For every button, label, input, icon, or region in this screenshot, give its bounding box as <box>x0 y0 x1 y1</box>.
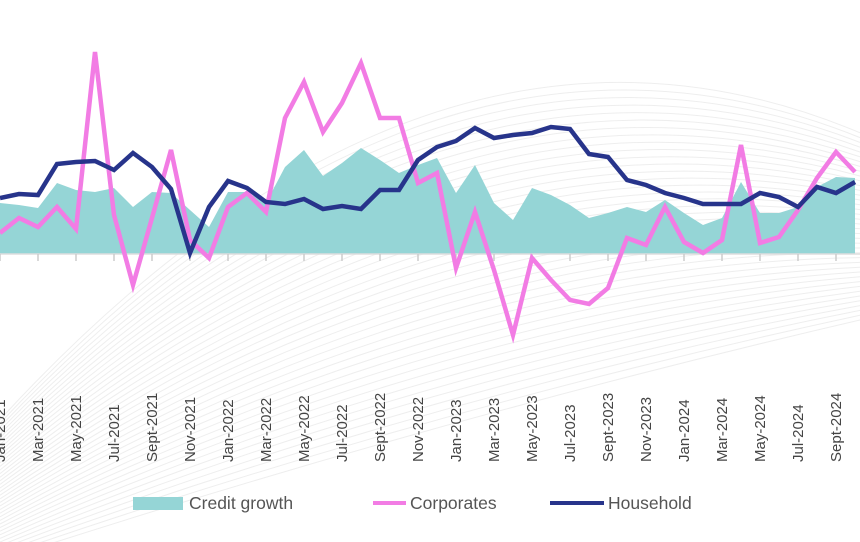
background-curve <box>17 305 860 542</box>
background-curve <box>0 257 860 514</box>
background-curve <box>0 261 860 518</box>
background-curve <box>40 314 860 542</box>
legend-item-corporates: Corporates <box>373 490 497 516</box>
legend-label: Credit growth <box>189 492 294 513</box>
background-curve <box>0 104 860 431</box>
background-curve <box>0 295 860 542</box>
legend-swatch-line <box>373 501 406 505</box>
background-curve <box>54 319 860 542</box>
corporates-line <box>0 51 857 344</box>
legend-item-credit-growth: Credit growth <box>133 490 293 516</box>
background-curve <box>0 252 860 511</box>
legend-label: Household <box>608 492 692 513</box>
background-curve <box>0 81 860 420</box>
legend-item-household: Household <box>550 490 692 516</box>
background-curve <box>7 300 860 542</box>
credit-growth-area <box>0 148 855 254</box>
legend-swatch-line <box>550 501 604 505</box>
background-curve <box>0 218 860 489</box>
background-curve <box>0 276 860 529</box>
background-curve <box>0 89 860 424</box>
legend-label: Corporates <box>410 492 497 513</box>
background-curve <box>0 112 860 435</box>
legend-swatch-area <box>133 496 183 510</box>
background-curve <box>0 290 860 539</box>
credit-growth-area-layer <box>0 148 855 254</box>
background-curve <box>0 241 860 503</box>
legend: Credit growth Corporates Household <box>0 490 860 516</box>
background-curve <box>28 309 860 542</box>
line-series-layer <box>0 51 857 344</box>
background-curve <box>0 97 860 428</box>
background-curve <box>0 271 860 525</box>
background-curve <box>0 281 860 532</box>
background-curve <box>0 266 860 521</box>
background-curve <box>0 119 860 438</box>
background-curve <box>0 285 860 536</box>
x-axis-ticks <box>0 254 837 261</box>
household-line <box>0 124 857 260</box>
